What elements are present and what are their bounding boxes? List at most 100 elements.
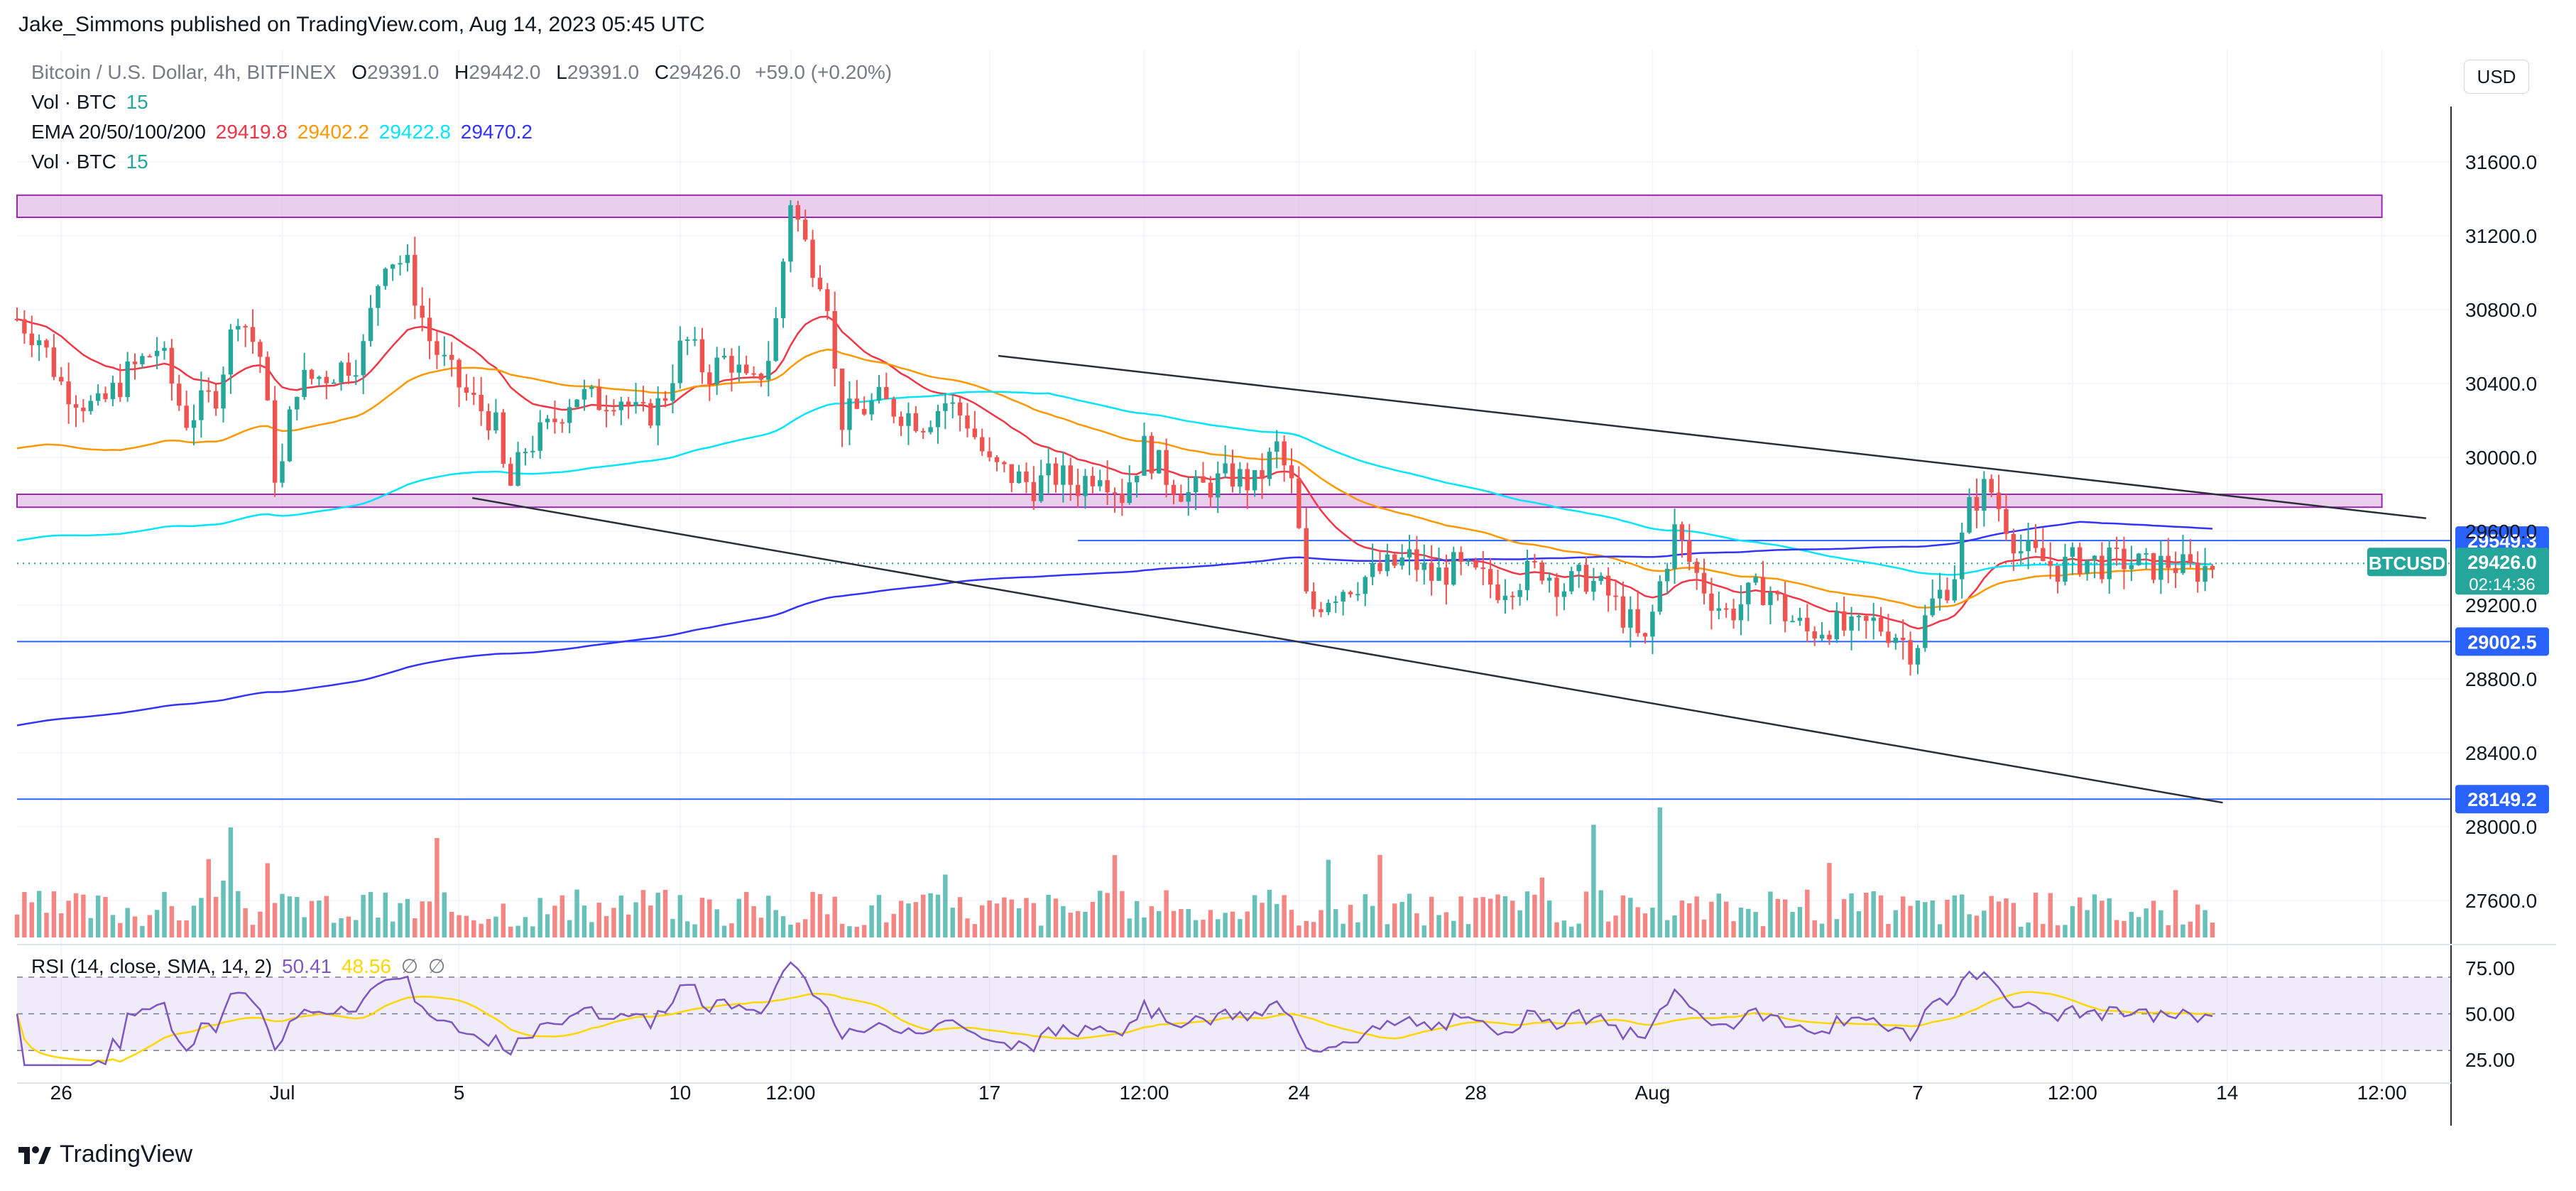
candle-body [1466,560,1471,562]
legend-ema100-value: 29422.8 [378,121,451,143]
candle-body [2055,565,2061,582]
candle-body [1819,634,1825,639]
currency-button[interactable]: USD [2464,60,2529,94]
candle-body [1959,532,1965,580]
price-level-tag [2455,526,2549,555]
legend-volume-label-2: Vol · BTC [31,151,116,173]
candle-body [258,342,263,357]
volume-bar [2166,925,2171,937]
candle-body [884,386,889,399]
candle-body [1753,577,1758,583]
volume-bar [1886,923,1891,937]
volume-bar [1333,909,1338,937]
volume-bar [1510,901,1515,937]
volume-bar [1864,892,1869,937]
candle-body [2100,555,2105,580]
volume-bar [118,923,123,937]
volume-bar [2173,890,2178,937]
volume-bar [1009,899,1014,937]
volume-bar [1275,903,1279,937]
volume-bar [648,906,653,937]
volume-bar [523,917,528,937]
volume-bar [2055,925,2061,937]
candle-body [1142,435,1147,476]
volume-bar [199,898,204,937]
candle-body [1716,608,1722,611]
volume-bar [913,902,919,937]
volume-bar [398,903,403,937]
volume-bar [766,896,771,937]
volume-bar [147,915,152,937]
volume-bar [1827,863,1832,937]
volume-bar [1171,910,1177,937]
volume-bar [95,895,101,937]
volume-bar [191,906,197,937]
volume-bar [1083,911,1088,937]
legend-volume-value: 15 [126,91,148,113]
volume-bar [2018,926,2024,937]
volume-bar [1341,923,1346,937]
x-tick-label: 17 [978,1082,1000,1104]
volume-bar [1834,919,1840,937]
volume-bar [22,891,27,937]
volume-bar [1186,908,1191,937]
candle-body [339,362,344,383]
candle-body [118,382,123,398]
volume-bar [795,923,801,937]
candle-body [302,369,307,397]
volume-bar [1524,891,1530,937]
candle-body [1517,589,1522,597]
candle-body [295,396,300,410]
candle-body [1797,617,1803,621]
candle-body [839,369,845,430]
volume-bar [972,924,978,937]
candle-body [398,263,403,265]
volume-bar [435,837,440,937]
candle-body [1510,595,1515,597]
volume-bar [44,913,49,937]
candle-body [147,356,152,358]
candle-body [758,374,764,380]
candle-body [1878,617,1884,632]
candle-body [464,387,469,393]
candle-body [604,410,609,412]
volume-bar [2203,910,2207,937]
volume-bar [1723,901,1729,937]
candle-body [1709,593,1714,611]
volume-bar [1164,890,1169,937]
candle-body [2041,548,2046,562]
volume-bar [1443,912,1449,937]
legend-low-label: L [556,61,567,83]
volume-bar [1878,895,1884,937]
volume-bar [493,916,498,937]
rsi-pane: 75.00 50.00 25.00 [16,957,2515,1071]
candle-body [1937,589,1943,599]
candle-body [1768,592,1773,605]
candle-body [773,317,778,361]
volume-bar [1569,926,1574,937]
rsi-line [16,961,2213,1067]
volume-bar [1068,913,1073,937]
volume-bar [2092,894,2097,937]
volume-bar [699,898,705,937]
candle-body [1849,616,1854,631]
volume-bar [1297,925,1301,937]
volume-bar [1591,825,1596,937]
legend-ema20-value: 29419.8 [215,121,288,143]
volume-bar [596,903,601,937]
candle-body [655,398,660,426]
candle-body [780,261,786,318]
volume-bar [354,920,359,937]
candle-body [1908,640,1913,665]
volume-bar [1480,897,1485,937]
volume-bar [1031,903,1037,937]
volume-bar [1657,807,1663,937]
legend-symbol: Bitcoin / U.S. Dollar, 4h, BITFINEX [31,61,337,83]
legend-volume-value-2: 15 [126,151,148,173]
volume-bar [1421,925,1426,937]
candle-body [1407,549,1412,558]
candle-body [1009,464,1014,484]
volume-bar [339,918,344,937]
tradingview-logo-icon [17,1143,53,1167]
candle-body [1539,562,1544,581]
